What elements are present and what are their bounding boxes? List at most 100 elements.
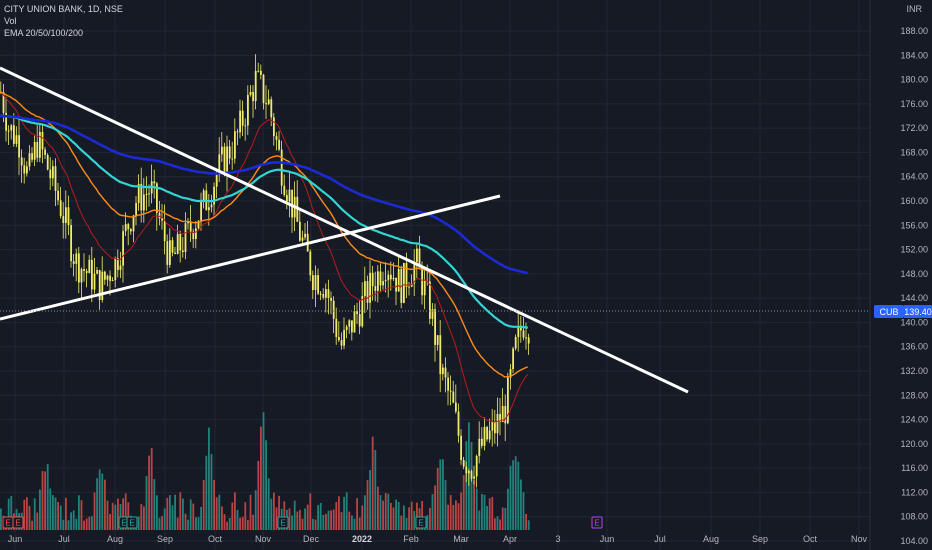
- time-axis[interactable]: Jun Jul Aug Sep Oct Nov Dec 2022 Feb Mar Apr 3 Jun Ju…: [8, 534, 868, 544]
- volume-label[interactable]: Vol: [4, 16, 17, 26]
- ema-100-line: [0, 114, 528, 329]
- x-tick-label: 2022: [352, 534, 372, 544]
- candle-body: [364, 281, 366, 297]
- candle-body: [213, 186, 215, 205]
- y-tick-label: 188.00: [900, 26, 928, 36]
- candle-body: [319, 293, 322, 295]
- volume-bar: [57, 502, 59, 530]
- volume-bar: [189, 499, 192, 530]
- x-tick-label: Sep: [157, 534, 173, 544]
- price-tag: CUB 139.40: [874, 305, 932, 318]
- earnings-event-marker: [277, 516, 289, 529]
- volume-bar: [192, 503, 195, 530]
- candle-body: [501, 405, 504, 423]
- volume-bar: [91, 516, 93, 530]
- candle-body: [132, 215, 135, 232]
- volume-bar: [205, 455, 208, 530]
- candle-body: [468, 470, 470, 474]
- volume-bar: [478, 510, 481, 530]
- candle-body: [374, 286, 377, 291]
- volume-bar: [283, 501, 286, 530]
- candle-body: [111, 280, 114, 282]
- volume-bar: [330, 510, 332, 530]
- candle-body: [171, 240, 174, 253]
- candle-body: [465, 466, 468, 474]
- candle-body: [184, 223, 187, 253]
- volume-bar: [332, 509, 335, 530]
- volume-bar: [41, 470, 44, 530]
- candle-body: [436, 335, 439, 345]
- y-tick-label: 164.00: [900, 172, 928, 182]
- candle-body: [397, 269, 400, 292]
- candle-body: [488, 430, 491, 440]
- volume-bar: [470, 442, 473, 530]
- candle-body: [52, 166, 54, 179]
- volume-bar: [322, 514, 325, 530]
- volume-bar: [231, 502, 234, 530]
- volume-bar: [195, 517, 197, 530]
- volume-bar: [273, 492, 275, 530]
- volume-bar: [442, 459, 444, 530]
- candle-body: [332, 300, 335, 319]
- candle-body: [88, 259, 91, 273]
- ascending-trendline[interactable]: [0, 194, 501, 321]
- volume-bar: [182, 498, 184, 530]
- trend-lines[interactable]: [0, 66, 689, 394]
- candle-body: [413, 261, 416, 284]
- candle-body: [153, 181, 156, 184]
- volume-bar: [44, 471, 46, 530]
- candle-body: [124, 224, 127, 232]
- volume-bar: [54, 497, 57, 530]
- candle-body: [325, 289, 327, 298]
- candle-body: [509, 369, 512, 378]
- volume-bar: [314, 519, 317, 530]
- candle-body: [520, 325, 522, 331]
- volume-bar: [184, 513, 187, 530]
- candle-body: [41, 131, 44, 150]
- volume-bar: [345, 492, 348, 530]
- candle-body: [322, 294, 325, 298]
- earnings-event-label: E: [418, 519, 423, 528]
- volume-bar: [382, 500, 384, 530]
- candle-body: [127, 224, 130, 230]
- candle-body: [449, 390, 452, 392]
- volume-bar: [171, 505, 174, 530]
- candle-body: [117, 258, 119, 270]
- candle-body: [353, 310, 356, 333]
- volume-bar: [78, 495, 80, 530]
- volume-bar: [377, 486, 379, 530]
- candle-body: [215, 175, 218, 187]
- volume-bar: [226, 521, 228, 530]
- volume-bar: [88, 516, 91, 530]
- x-tick-label: Jun: [600, 534, 615, 544]
- candle-body: [244, 125, 247, 127]
- candle-body: [83, 269, 85, 271]
- candle-body: [418, 248, 421, 268]
- volume-bar: [338, 496, 340, 530]
- candle-body: [330, 297, 332, 301]
- volume-bar: [267, 478, 270, 530]
- candle-body: [49, 169, 52, 179]
- candle-body: [179, 233, 182, 251]
- symbol-label[interactable]: CITY UNION BANK, 1D, NSE: [4, 4, 123, 14]
- candle-body: [23, 165, 26, 174]
- price-axis[interactable]: 104.00 108.00 112.00 116.00 120.00 124.00 128.…: [869, 0, 928, 550]
- volume-bar: [514, 456, 517, 530]
- descending-trendline[interactable]: [0, 66, 689, 394]
- volume-bar: [33, 498, 36, 530]
- volume-bar: [244, 502, 247, 530]
- volume-bar: [163, 508, 166, 530]
- candle-body: [525, 337, 527, 339]
- candle-body: [377, 271, 379, 291]
- candle-body: [26, 166, 28, 174]
- candle-body: [470, 470, 473, 479]
- volume-bar: [481, 493, 483, 530]
- candle-body: [335, 318, 338, 338]
- candle-body: [481, 438, 483, 446]
- candle-body: [343, 330, 345, 346]
- ema-label[interactable]: EMA 20/50/100/200: [4, 28, 84, 38]
- x-tick-label: Aug: [107, 534, 123, 544]
- y-tick-label: 116.00: [901, 463, 928, 473]
